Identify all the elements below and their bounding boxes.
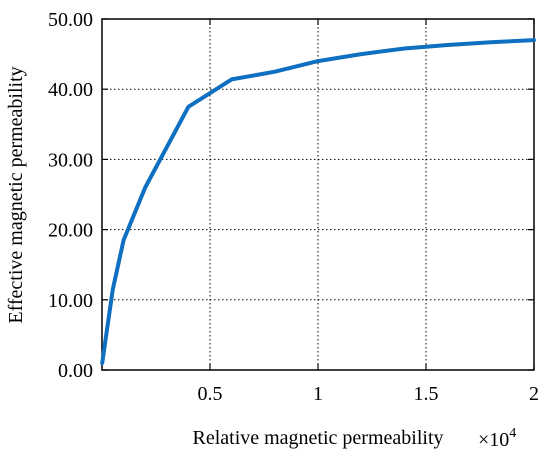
ticks xyxy=(102,18,535,371)
x-axis-multiplier: ×104 xyxy=(478,426,516,451)
y-axis-label: Effective magnetic permeability xyxy=(5,66,27,323)
grid xyxy=(102,19,534,370)
y-tick-label: 0.00 xyxy=(58,360,93,382)
x-axis-multiplier-exponent: 4 xyxy=(509,426,516,441)
y-tick-label: 20.00 xyxy=(48,220,93,242)
series-line xyxy=(100,38,536,365)
x-tick-label: 1.5 xyxy=(414,383,439,405)
x-axis-multiplier-base: ×10 xyxy=(478,429,509,451)
x-tick-label: 0.5 xyxy=(198,383,223,405)
y-tick-label: 50.00 xyxy=(48,9,93,31)
series-layer xyxy=(100,38,536,365)
y-tick-label: 10.00 xyxy=(48,290,93,312)
x-tick-label: 1 xyxy=(313,383,323,405)
x-tick-label: 2 xyxy=(529,383,539,405)
x-axis-label: Relative magnetic permeability xyxy=(192,427,443,449)
y-tick-label: 40.00 xyxy=(48,79,93,101)
y-tick-label: 30.00 xyxy=(48,149,93,171)
